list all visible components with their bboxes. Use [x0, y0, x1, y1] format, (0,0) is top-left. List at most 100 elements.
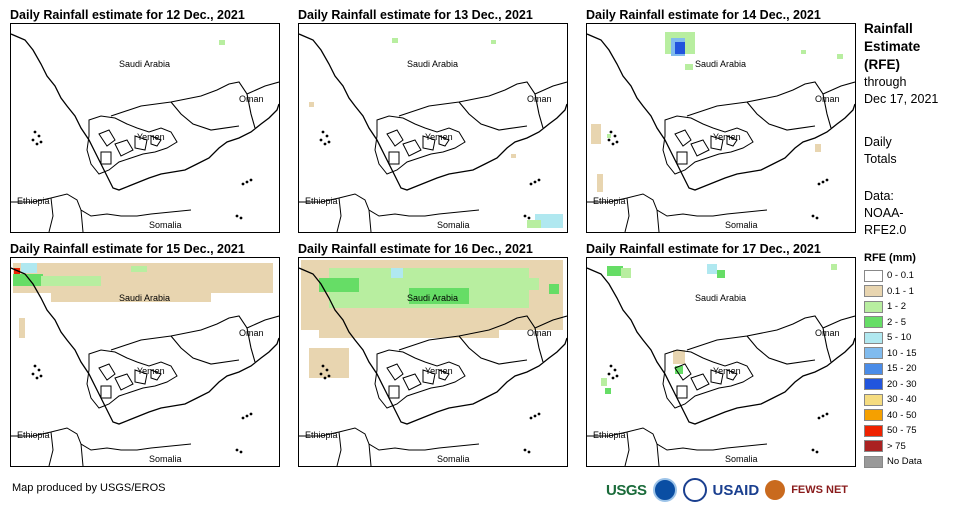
border-line — [110, 81, 279, 131]
rainfall-area — [601, 378, 607, 386]
border-line — [11, 267, 279, 425]
map-label-saudi-arabia: Saudi Arabia — [407, 59, 458, 69]
legend: 0 - 0.1 0.1 - 1 1 - 2 2 - 5 5 - 10 10 - 15 15 … — [864, 268, 922, 470]
legend-swatch — [864, 362, 883, 375]
map-label-yemen: Yemen — [425, 366, 453, 376]
usaid-seal-icon — [682, 478, 707, 502]
island-dot — [821, 414, 825, 418]
island-dot — [325, 368, 329, 372]
rainfall-area — [131, 266, 147, 272]
map-svg: Saudi Arabia Oman Yemen Ethiopia Somalia — [11, 263, 279, 466]
border-line — [398, 81, 567, 131]
rainfall-area — [621, 268, 631, 278]
island-dot — [241, 416, 245, 420]
island-dot — [35, 142, 39, 146]
border-line — [86, 349, 178, 409]
island-dot — [241, 182, 245, 186]
legend-item: 0 - 0.1 — [864, 268, 922, 284]
island-dot — [323, 142, 327, 146]
legend-item: 40 - 50 — [864, 408, 922, 424]
map-label-saudi-arabia: Saudi Arabia — [119, 59, 170, 69]
rainfall-area — [499, 278, 539, 290]
island-dot — [613, 134, 617, 138]
island-dot — [529, 416, 533, 420]
island-dot — [37, 134, 41, 138]
island-dot — [611, 142, 615, 146]
rainfall-area — [21, 263, 37, 273]
island-dot — [529, 182, 533, 186]
map-label-somalia: Somalia — [437, 220, 470, 230]
rainfall-area — [13, 274, 43, 286]
usaid-logo: USAID — [712, 481, 760, 499]
legend-swatch — [864, 455, 883, 468]
map-info: Rainfall Estimate (RFE) through Dec 17, … — [864, 20, 938, 108]
island-dot — [321, 130, 325, 134]
rainfall-map: Saudi Arabia Oman Yemen Ethiopia Somalia — [586, 23, 856, 233]
island-dot — [817, 182, 821, 186]
partner-logos: USGS USAID FEWS NET — [606, 478, 848, 502]
data-line: NOAA- — [864, 206, 904, 220]
map-label-ethiopia: Ethiopia — [17, 430, 50, 440]
island-dot — [239, 450, 243, 454]
border-line — [11, 33, 279, 191]
info-title-line: Rainfall — [864, 21, 913, 36]
rainfall-area — [549, 284, 559, 294]
legend-item: > 75 — [864, 439, 922, 455]
rainfall-area — [51, 288, 211, 302]
island-dot — [33, 130, 37, 134]
map-label-saudi-arabia: Saudi Arabia — [119, 293, 170, 303]
island-dot — [537, 412, 541, 416]
legend-item: 2 - 5 — [864, 315, 922, 331]
rainfall-area — [801, 50, 806, 54]
island-dot — [533, 180, 537, 184]
rainfall-map: Saudi Arabia Oman Yemen Ethiopia Somalia — [10, 23, 280, 233]
map-label-oman: Oman — [527, 94, 552, 104]
island-dot — [239, 216, 243, 220]
daily-line: Totals — [864, 152, 897, 166]
fews-net-logo: FEWS NET — [791, 484, 849, 496]
rainfall-area — [527, 220, 541, 228]
legend-label: 40 - 50 — [887, 409, 917, 421]
island-dot — [523, 448, 527, 452]
border-line — [587, 193, 768, 232]
rainfall-area — [675, 366, 683, 374]
island-dot — [811, 448, 815, 452]
island-dot — [527, 216, 531, 220]
daily-totals-note: Daily Totals — [864, 134, 897, 168]
island-dot — [245, 414, 249, 418]
legend-label: 0 - 0.1 — [887, 270, 914, 282]
border-line — [299, 33, 567, 191]
legend-label: 20 - 30 — [887, 378, 917, 390]
island-dot — [817, 416, 821, 420]
legend-swatch — [864, 409, 883, 422]
map-label-saudi-arabia: Saudi Arabia — [695, 59, 746, 69]
data-source-note: Data: NOAA- RFE2.0 — [864, 188, 906, 239]
legend-item: 20 - 30 — [864, 377, 922, 393]
legend-swatch — [864, 269, 883, 282]
border-line — [374, 115, 466, 175]
map-label-somalia: Somalia — [437, 454, 470, 464]
rainfall-area — [511, 154, 516, 158]
panel-title: Daily Rainfall estimate for 15 Dec., 202… — [10, 242, 245, 256]
island-dot — [39, 140, 43, 144]
legend-item: 50 - 75 — [864, 423, 922, 439]
rainfall-map: Saudi Arabia Oman Yemen Ethiopia Somalia — [298, 257, 568, 467]
panel-title: Daily Rainfall estimate for 17 Dec., 202… — [586, 242, 821, 256]
map-svg: Saudi Arabia Oman Yemen Ethiopia Somalia — [299, 33, 567, 232]
legend-swatch — [864, 300, 883, 313]
rainfall-area — [605, 388, 611, 394]
border-line — [11, 427, 192, 466]
rainfall-area — [815, 144, 821, 152]
island-dot — [249, 178, 253, 182]
map-label-yemen: Yemen — [137, 366, 165, 376]
rainfall-area — [597, 174, 603, 192]
rainfall-area — [41, 276, 101, 286]
panel-title: Daily Rainfall estimate for 12 Dec., 202… — [10, 8, 245, 22]
rainfall-area — [309, 348, 349, 378]
legend-label: 15 - 20 — [887, 363, 917, 375]
border-line — [587, 427, 768, 466]
map-label-oman: Oman — [527, 328, 552, 338]
legend-label: 5 - 10 — [887, 332, 912, 344]
border-line — [662, 115, 754, 175]
island-dot — [245, 180, 249, 184]
